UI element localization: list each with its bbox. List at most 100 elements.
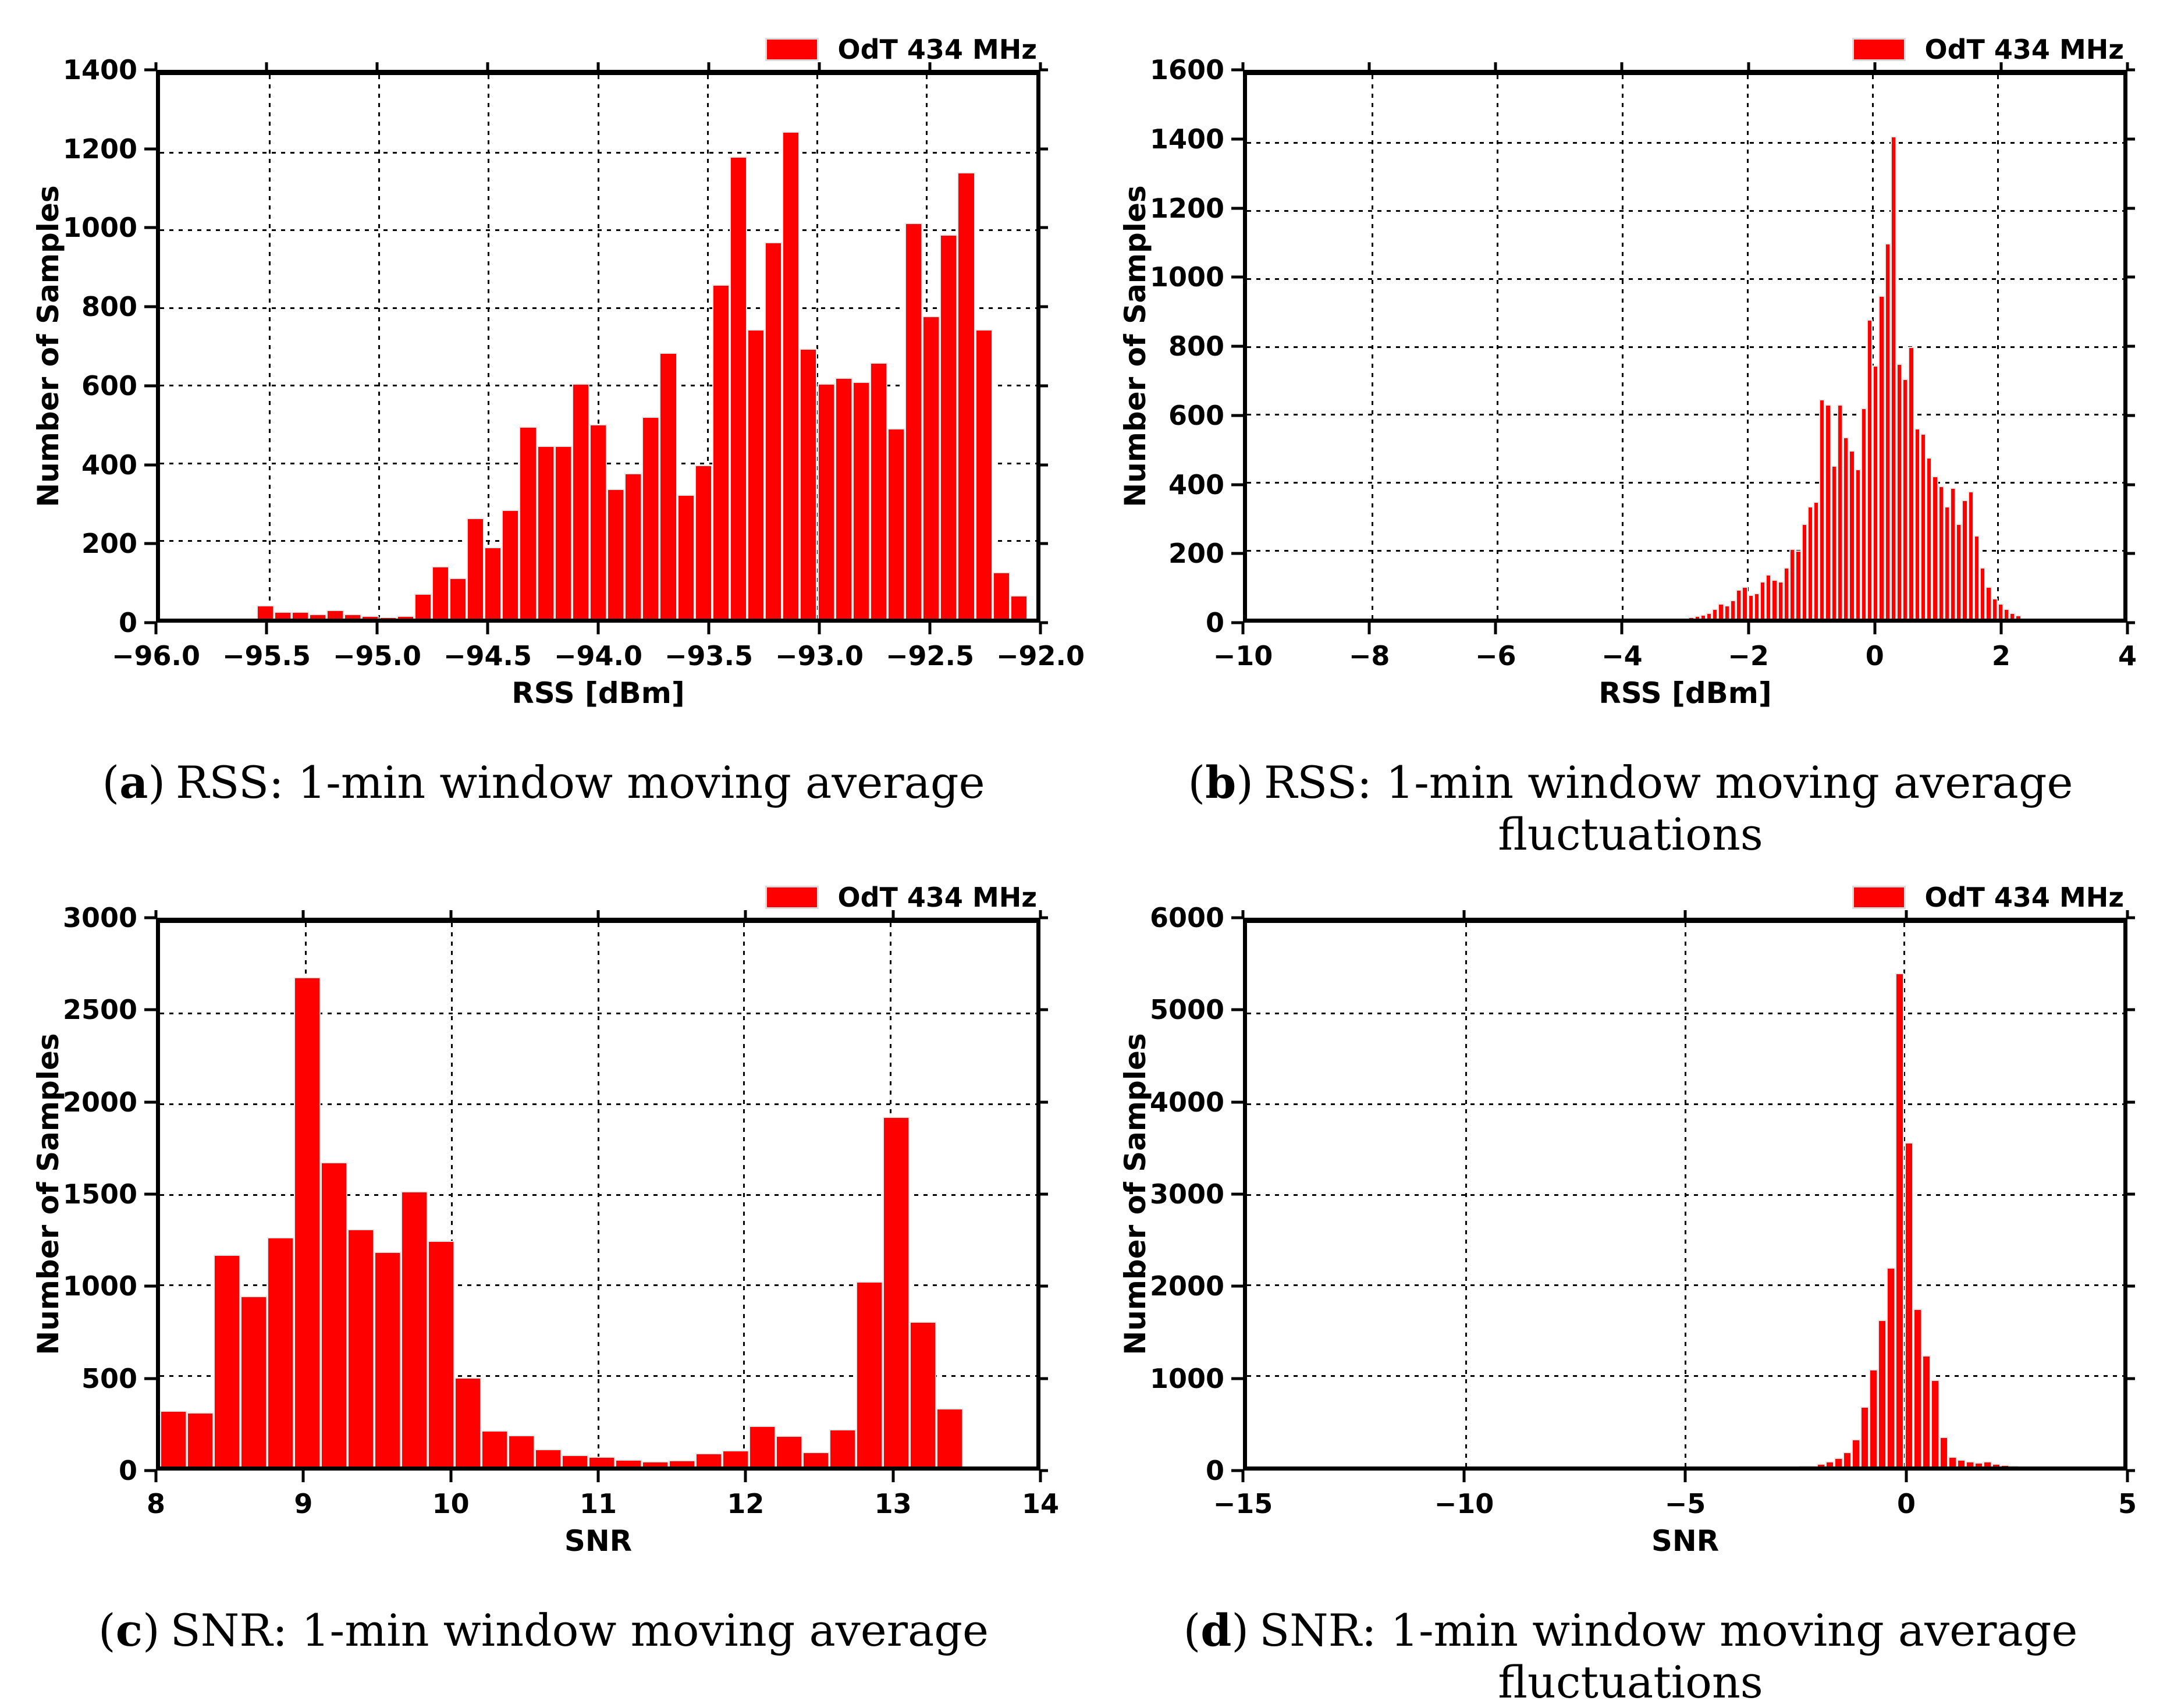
x-tick-label: −92.5 bbox=[885, 640, 975, 672]
x-tick-label: −95.5 bbox=[222, 640, 311, 672]
y-tick-mark bbox=[1231, 1008, 1243, 1011]
x-tick-label: −94.0 bbox=[553, 640, 643, 672]
y-tick-mark bbox=[1231, 916, 1243, 919]
histogram-bar bbox=[1887, 1267, 1896, 1466]
y-tick-mark bbox=[144, 1284, 156, 1288]
x-axis-label: RSS [dBm] bbox=[511, 676, 685, 710]
histogram-bar bbox=[431, 566, 449, 619]
histogram-bar bbox=[910, 1321, 937, 1466]
histogram-bar bbox=[1795, 551, 1802, 619]
histogram-bar bbox=[1010, 595, 1028, 619]
histogram-bar bbox=[669, 1460, 696, 1466]
panel-b: OdT 434 MHz Number of Samples RSS [dBm] … bbox=[1087, 0, 2174, 860]
y-gridline bbox=[1247, 278, 2123, 280]
y-tick-mark-right bbox=[2127, 68, 2135, 72]
histogram-bar bbox=[1742, 586, 1748, 619]
histogram-bar bbox=[502, 510, 520, 619]
plot-area-a bbox=[156, 70, 1040, 623]
histogram-bar bbox=[1777, 581, 1784, 619]
histogram-bar bbox=[1890, 136, 1897, 619]
y-tick-label: 0 bbox=[118, 1455, 137, 1486]
x-tick-mark bbox=[1999, 623, 2003, 634]
y-tick-mark bbox=[1231, 1469, 1243, 1472]
axes-b: OdT 434 MHz Number of Samples RSS [dBm] … bbox=[1118, 34, 2137, 710]
histogram-bar bbox=[1895, 972, 1905, 1466]
x-tick-mark-top bbox=[301, 910, 305, 918]
histogram-bar bbox=[291, 612, 309, 619]
axes-c: OdT 434 MHz Number of Samples SNR 8 9 10 11… bbox=[31, 882, 1059, 1558]
x-tick-label: 2 bbox=[1991, 640, 2010, 672]
histogram-bar bbox=[852, 382, 870, 619]
y-tick-mark-right bbox=[1040, 463, 1048, 467]
y-tick-label: 1000 bbox=[1149, 1362, 1224, 1394]
histogram-bar bbox=[1843, 436, 1849, 619]
histogram-bar bbox=[214, 1254, 241, 1466]
histogram-bar bbox=[1991, 598, 1998, 619]
x-tick-mark bbox=[1039, 1471, 1042, 1482]
histogram-bar bbox=[588, 1456, 616, 1466]
x-tick-mark-top bbox=[1039, 62, 1042, 70]
histogram-bar bbox=[1783, 567, 1790, 619]
caption-paren: ) bbox=[148, 757, 166, 808]
histogram-bar bbox=[519, 426, 537, 619]
axes-d: OdT 434 MHz Number of Samples SNR −15 −10… bbox=[1118, 882, 2137, 1558]
histogram-bar bbox=[642, 1461, 669, 1466]
caption-text: SNR: 1-min window moving average bbox=[170, 1604, 989, 1656]
y-tick-mark-right bbox=[1040, 1008, 1048, 1011]
x-tick-mark-top bbox=[1905, 910, 1908, 918]
caption-paren: ) bbox=[142, 1604, 160, 1656]
x-tick-mark bbox=[265, 623, 268, 634]
y-tick-label: 400 bbox=[1168, 468, 1224, 500]
histogram-bar bbox=[1884, 243, 1891, 619]
histogram-bar bbox=[379, 617, 397, 619]
x-tick-mark bbox=[596, 623, 600, 634]
y-tick-mark bbox=[1231, 68, 1243, 72]
x-tick-mark bbox=[1241, 1471, 1245, 1482]
histogram-bar bbox=[1729, 599, 1736, 619]
y-tick-label: 3000 bbox=[1149, 1178, 1224, 1210]
y-tick-mark-right bbox=[2127, 552, 2135, 555]
histogram-bar bbox=[677, 494, 695, 619]
histogram-bar bbox=[1736, 590, 1742, 619]
caption-paren: ) bbox=[1236, 757, 1253, 808]
y-gridline bbox=[160, 1103, 1036, 1105]
histogram-bar bbox=[1985, 586, 1992, 619]
histogram-bar bbox=[922, 315, 940, 619]
histogram-bar bbox=[729, 157, 747, 619]
y-tick-label: 6000 bbox=[1149, 902, 1224, 933]
x-tick-mark-top bbox=[1999, 62, 2003, 70]
histogram-bar bbox=[1816, 1464, 1825, 1466]
caption-text: RSS: 1-min window moving average bbox=[176, 757, 985, 808]
histogram-bar bbox=[749, 1425, 776, 1466]
histogram-bar bbox=[1944, 506, 1951, 619]
panel-d: OdT 434 MHz Number of Samples SNR −15 −10… bbox=[1087, 848, 2174, 1708]
histogram-bar bbox=[1825, 404, 1831, 619]
y-tick-mark bbox=[1231, 275, 1243, 279]
legend-label: OdT 434 MHz bbox=[1924, 34, 2124, 65]
histogram-bar bbox=[508, 1434, 535, 1466]
legend-a: OdT 434 MHz bbox=[765, 34, 1037, 65]
x-tick-mark bbox=[1620, 623, 1624, 634]
y-tick-label: 4000 bbox=[1149, 1086, 1224, 1118]
histogram-bar bbox=[659, 353, 677, 619]
y-tick-mark bbox=[144, 1008, 156, 1011]
histogram-bar bbox=[1980, 567, 1986, 619]
histogram-bar bbox=[905, 222, 923, 619]
histogram-bar bbox=[321, 1162, 348, 1466]
histogram-bar bbox=[1930, 1379, 1939, 1466]
y-tick-mark-right bbox=[1040, 1377, 1048, 1380]
histogram-bar bbox=[2009, 1465, 2019, 1466]
y-gridline bbox=[1247, 549, 2123, 552]
x-tick-mark-top bbox=[928, 62, 932, 70]
histogram-bar bbox=[1700, 615, 1707, 619]
y-tick-mark-right bbox=[1040, 305, 1048, 308]
x-tick-mark bbox=[1905, 1471, 1908, 1482]
caption-paren: ( bbox=[1188, 757, 1206, 808]
x-tick-mark-top bbox=[596, 910, 600, 918]
y-gridline bbox=[160, 385, 1036, 387]
histogram-bar bbox=[624, 473, 642, 619]
x-tick-label: 5 bbox=[2118, 1488, 2137, 1519]
histogram-bar bbox=[1753, 593, 1760, 619]
x-tick-mark bbox=[1747, 623, 1750, 634]
histogram-bar bbox=[1992, 1464, 2001, 1466]
